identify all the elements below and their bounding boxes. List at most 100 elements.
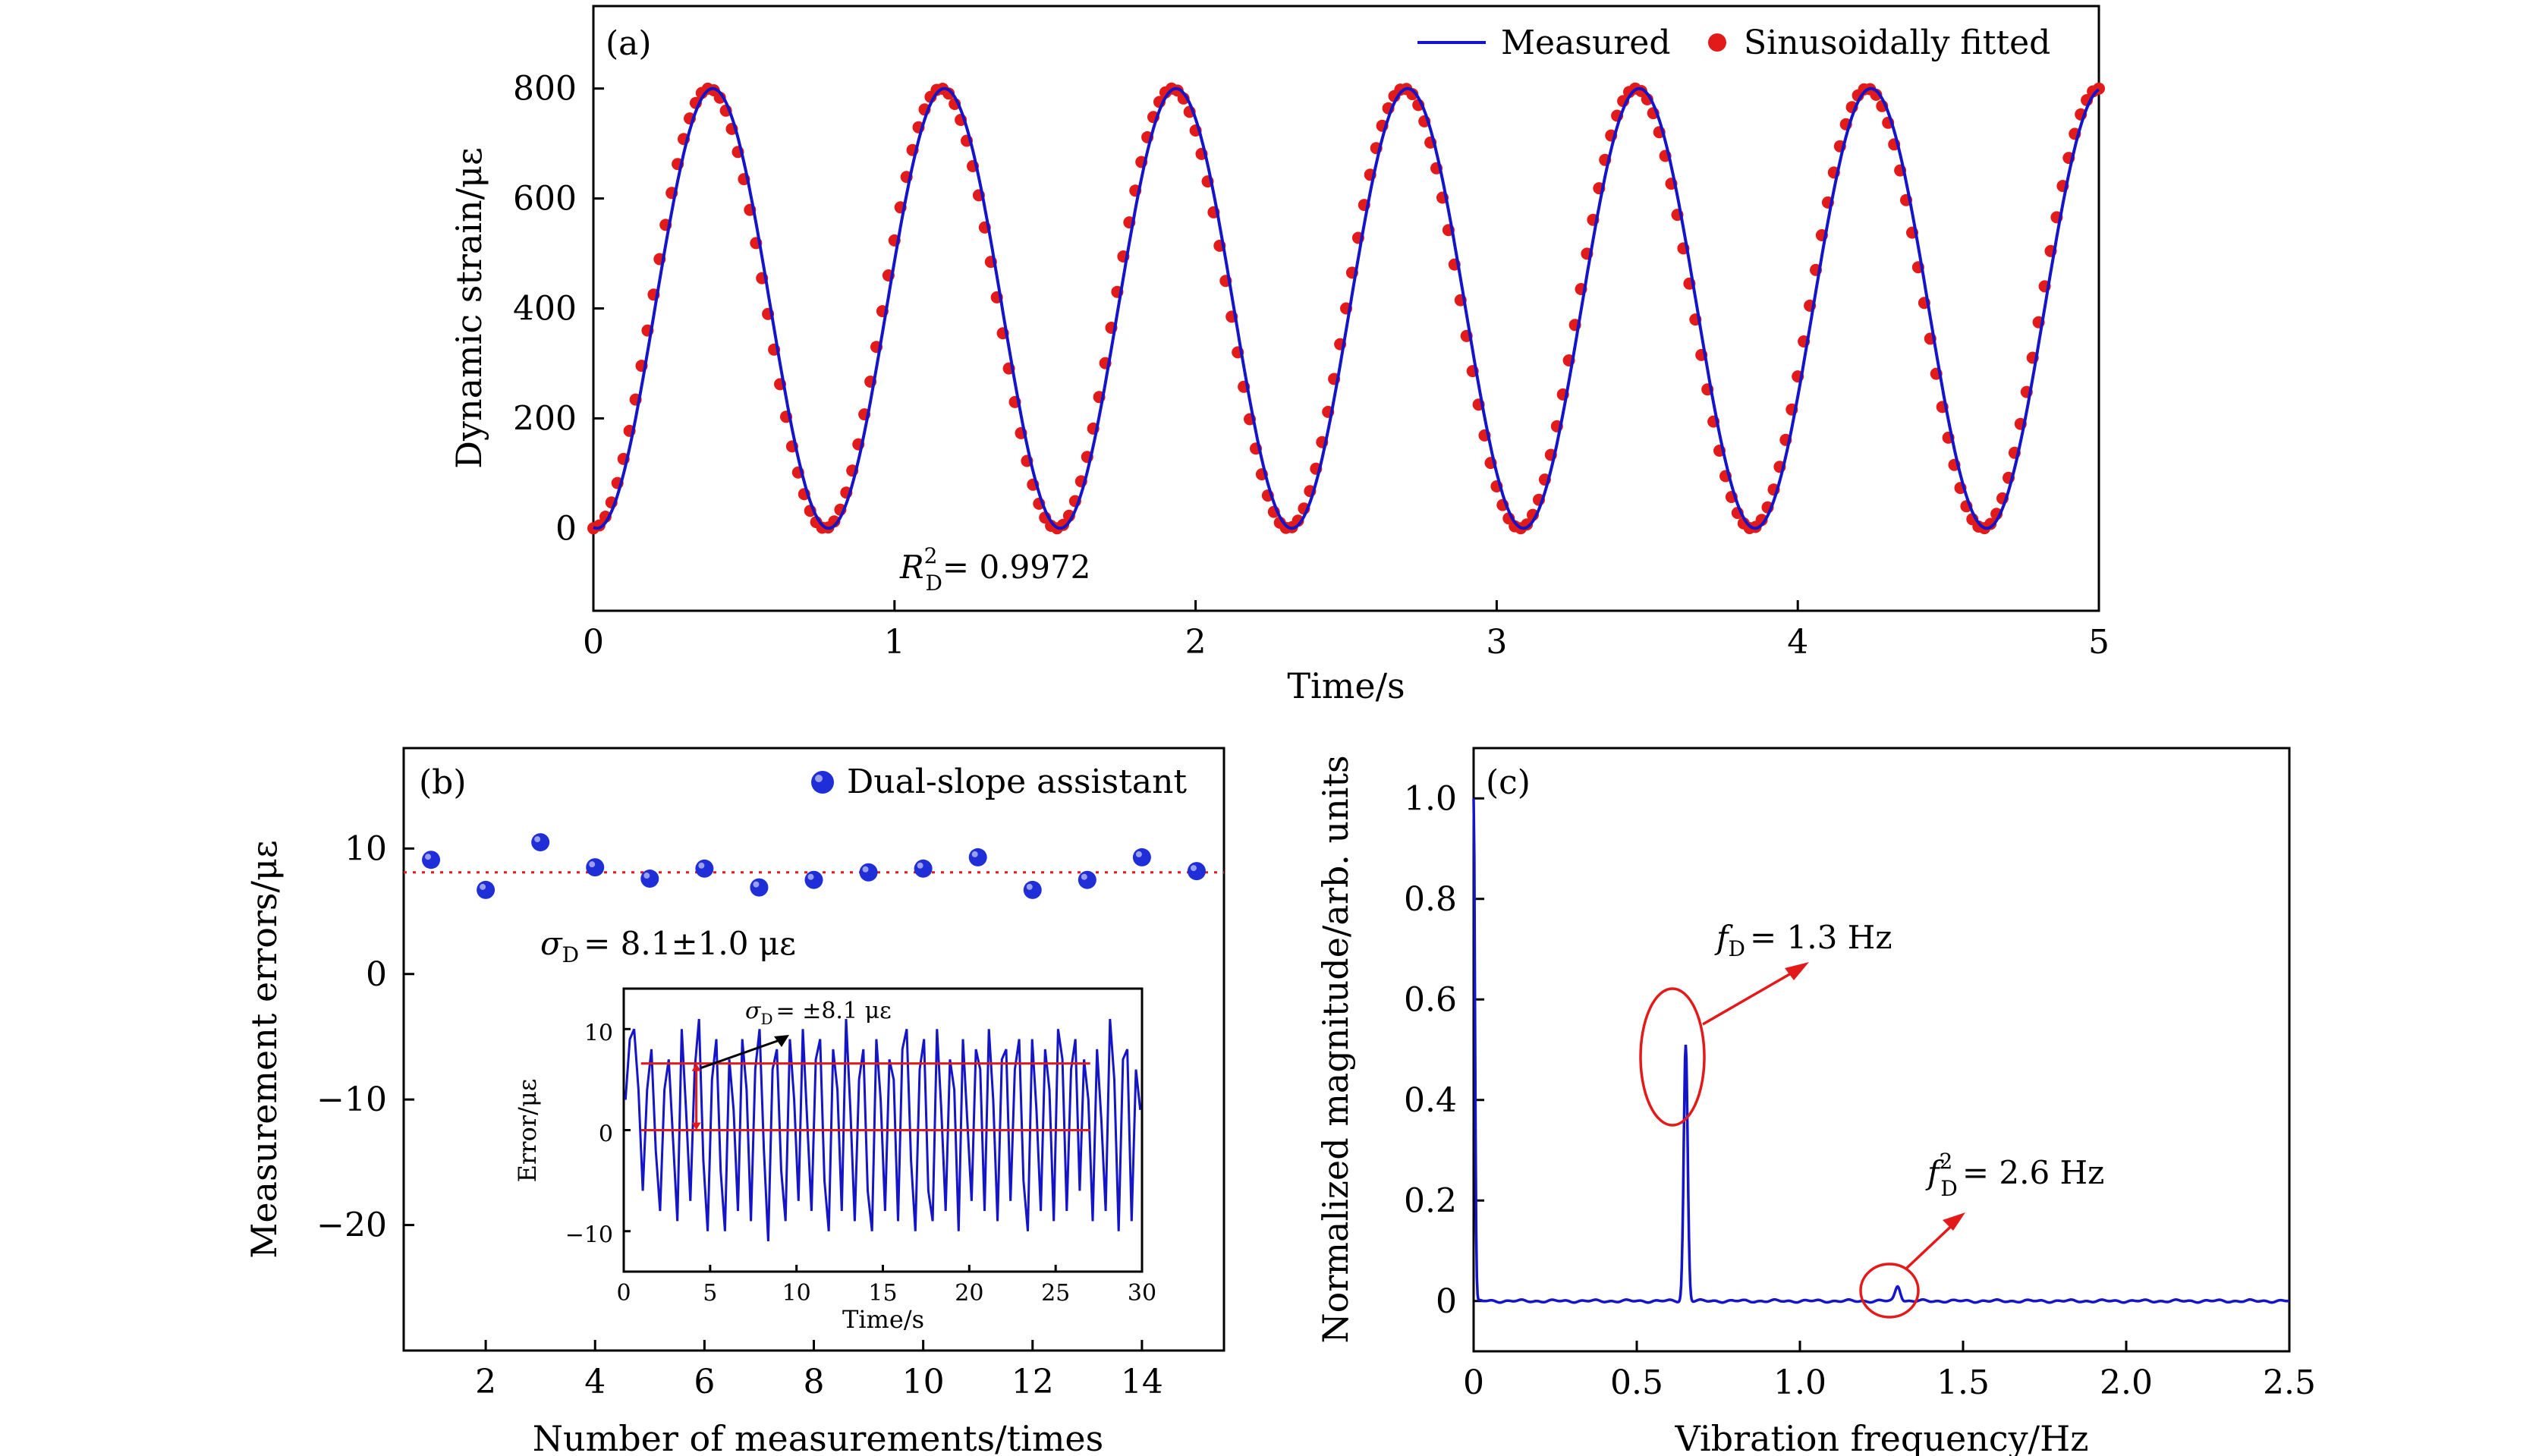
panel-c: (c) 0 0.5 1.0 1.5 2.0 2.5 0 0.2 0.4 0.6 0.8 1.0 Vi… — [1315, 747, 2316, 1456]
panel-b-y-tick-label: 0 — [366, 955, 387, 994]
panel-b-x-tick-label: 8 — [804, 1363, 825, 1401]
peak1-highlight-ellipse — [1639, 987, 1706, 1127]
inset-y-tick-label: 0 — [599, 1121, 613, 1148]
panel-c-y-tick-label: 0.2 — [1404, 1181, 1457, 1220]
panel-c-y-axis-title: Normalized magnitude/arb. units — [1315, 755, 1356, 1343]
dual-slope-point-highlight — [971, 851, 978, 857]
inset-x-tick-label: 10 — [782, 1280, 811, 1307]
peak2-highlight-ellipse — [1859, 1263, 1920, 1319]
panel-b-plot-area — [404, 833, 1224, 899]
panel-c-plot-area — [1472, 798, 2290, 1304]
dual-slope-point-highlight — [917, 862, 923, 869]
panel-a-x-tick-label: 4 — [1787, 623, 1808, 662]
panel-a-y-ticks: 0 200 400 600 800 — [513, 70, 604, 548]
inset-sigma-value: = ±8.1 με — [776, 998, 892, 1024]
inset-sigma-annotation: σD = ±8.1 με — [745, 998, 892, 1028]
dual-slope-point-highlight — [425, 854, 432, 860]
panel-a-x-tick-label: 3 — [1486, 623, 1507, 662]
panel-c-y-tick-label: 0.8 — [1404, 880, 1457, 919]
spectrum-line — [1472, 798, 2290, 1304]
panel-a-y-tick-label: 400 — [513, 290, 577, 329]
panel-c-letter: (c) — [1486, 763, 1531, 802]
dual-slope-point-highlight — [643, 873, 650, 879]
panel-b-x-tick-label: 14 — [1121, 1363, 1163, 1401]
inset-sigma-symbol: σ — [745, 998, 762, 1024]
dual-slope-point — [968, 847, 987, 866]
peak1-value: = 1.3 Hz — [1750, 919, 1892, 956]
peak1-label: fD = 1.3 Hz — [1714, 919, 1892, 961]
inset-y-axis-title: Error/με — [513, 1079, 542, 1183]
panel-b-x-ticks: 2 4 6 8 10 12 14 — [475, 1340, 1163, 1401]
panel-a-letter: (a) — [606, 24, 652, 63]
dual-slope-point-highlight — [698, 862, 705, 869]
panel-c-peak2-annotation: f2 D = 2.6 Hz — [1859, 1149, 2104, 1319]
panel-a-y-tick-label: 800 — [513, 70, 577, 108]
legend-dual-slope-highlight — [815, 775, 823, 782]
panel-c-x-axis-title: Vibration frequency/Hz — [1675, 1418, 2089, 1456]
panel-b-x-tick-label: 6 — [694, 1363, 715, 1401]
svg-text:R2D= 0.9972: R2 D= 0.9972 — [899, 543, 1090, 596]
r2-subscript: D — [925, 571, 942, 596]
panel-c-x-ticks: 0 0.5 1.0 1.5 2.0 2.5 — [1463, 1341, 2316, 1402]
inset-x-tick-label: 0 — [616, 1280, 631, 1307]
panel-c-y-ticks: 0 0.2 0.4 0.6 0.8 1.0 — [1404, 779, 1484, 1321]
inset-span-arrowhead-bottom — [691, 1122, 701, 1131]
dual-slope-point — [914, 859, 933, 878]
dual-slope-point — [859, 863, 878, 882]
dual-slope-point-highlight — [480, 883, 486, 890]
panel-a-r2-annotation: R2 D= 0.9972 — [899, 543, 1090, 596]
panel-b-y-ticks: 10 0 −10 −20 — [316, 829, 414, 1245]
r2-superscript: 2 — [924, 543, 938, 568]
inset-y-tick-label: 10 — [584, 1020, 613, 1046]
dual-slope-point-highlight — [1026, 883, 1033, 890]
peak2-label: f2 D = 2.6 Hz — [1925, 1149, 2104, 1201]
dual-slope-point — [1023, 880, 1042, 899]
panel-b-sigma-annotation: σD = 8.1±1.0 με — [540, 925, 796, 967]
fitted-point — [942, 87, 955, 100]
measured-series-line — [593, 86, 2100, 530]
dual-slope-point-highlight — [534, 836, 541, 843]
dual-slope-point-highlight — [1135, 851, 1142, 857]
dual-slope-point-highlight — [1190, 865, 1197, 872]
dual-slope-point-highlight — [862, 866, 869, 873]
legend-measured-label: Measured — [1501, 24, 1670, 62]
panel-c-x-tick-label: 2.5 — [2263, 1363, 2316, 1402]
panel-c-x-tick-label: 1.0 — [1773, 1363, 1826, 1402]
panel-c-frame — [1472, 747, 2291, 1353]
peak1-arrowhead — [1785, 962, 1809, 980]
dual-slope-point — [422, 851, 441, 870]
panel-c-x-tick-label: 1.5 — [1936, 1363, 1990, 1402]
dual-slope-point — [1187, 862, 1206, 881]
dual-slope-point — [531, 833, 550, 852]
panel-a-x-tick-label: 5 — [2088, 623, 2110, 662]
panel-a-legend: Measured Sinusoidally fitted — [1417, 24, 2050, 62]
panel-a-x-tick-label: 0 — [583, 623, 604, 662]
panel-b-y-axis-title: Measurement errors/με — [244, 840, 285, 1258]
dual-slope-point-highlight — [753, 881, 760, 888]
inset-x-axis-title: Time/s — [842, 1305, 924, 1334]
peak2-arrow — [1905, 1219, 1959, 1270]
legend-fitted-swatch — [1708, 33, 1726, 52]
dual-slope-point — [640, 870, 659, 888]
panel-c-y-tick-label: 1.0 — [1404, 779, 1457, 818]
panel-a-y-axis-title: Dynamic strain/με — [448, 147, 489, 469]
peak2-subscript: D — [1940, 1176, 1957, 1201]
panel-a-y-tick-label: 0 — [555, 509, 577, 548]
legend-dual-slope-swatch — [811, 771, 834, 794]
inset-x-tick-label: 20 — [955, 1280, 983, 1307]
inset-x-tick-label: 25 — [1041, 1280, 1070, 1307]
legend-dual-slope-label: Dual-slope assistant — [847, 763, 1187, 801]
peak2-arrowhead — [1943, 1212, 1965, 1231]
inset-x-tick-label: 30 — [1128, 1280, 1156, 1307]
panel-a-plot-area — [587, 82, 2105, 535]
panel-b-y-tick-label: −10 — [316, 1080, 387, 1119]
panel-b-x-tick-label: 4 — [584, 1363, 606, 1401]
dual-slope-point — [1132, 847, 1151, 866]
panel-b: (b) 2 4 6 8 10 12 14 10 0 −10 −20 Number of measu… — [244, 747, 1225, 1456]
inset-y-tick-label: −10 — [565, 1222, 613, 1249]
r2-symbol: R — [899, 549, 924, 586]
panel-a-x-tick-label: 2 — [1185, 623, 1207, 662]
dual-slope-point — [586, 858, 605, 877]
panel-c-x-tick-label: 0.5 — [1610, 1363, 1663, 1402]
